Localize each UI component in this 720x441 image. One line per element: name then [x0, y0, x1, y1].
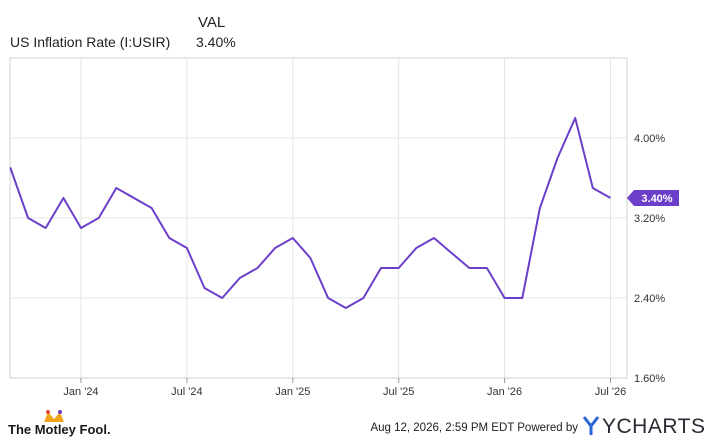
x-tick-label: Jan '25 — [275, 386, 310, 398]
legend-series-value: 3.40% — [196, 34, 236, 50]
y-tick-label: 1.60% — [634, 373, 665, 385]
x-axis: Jan '24 Jul '24 Jan '25 Jul '25 Jan '26 Jul '… — [63, 378, 626, 398]
y-tick-label: 3.20% — [634, 213, 665, 225]
chart-legend: VAL US Inflation Rate (I:USIR) 3.40% — [8, 12, 268, 52]
inflation-rate-line — [9, 117, 611, 309]
motley-fool-wordmark: The Motley Fool. — [8, 422, 111, 437]
timestamp-credit: Aug 12, 2026, 2:59 PM EDT Powered by — [370, 422, 578, 434]
x-tick-label: Jul '24 — [171, 386, 202, 398]
y-tick-label: 4.00% — [634, 133, 665, 145]
y-tick-label: 2.40% — [634, 293, 665, 305]
legend-series-name: US Inflation Rate (I:USIR) — [10, 34, 171, 50]
last-value-tag-text: 3.40% — [641, 193, 672, 205]
x-tick-label: Jul '25 — [383, 386, 414, 398]
ycharts-logo: YCHARTS — [582, 413, 714, 439]
legend-value-header: VAL — [198, 14, 226, 31]
chart-grid — [10, 58, 627, 378]
jester-hat-icon — [44, 410, 64, 422]
last-value-tag: 3.40% — [627, 190, 679, 206]
x-tick-label: Jan '26 — [487, 386, 522, 398]
motley-fool-logo: The Motley Fool. — [8, 410, 128, 440]
x-tick-label: Jul '26 — [595, 386, 626, 398]
last-value-tag-bg — [627, 190, 679, 206]
ycharts-wordmark: YCHARTS — [602, 415, 706, 438]
plot-area-border — [9, 57, 628, 379]
line-chart: Jan '24 Jul '24 Jan '25 Jul '25 Jan '26 Jul '… — [9, 57, 679, 398]
y-axis: 4.00% 3.20% 2.40% 1.60% — [634, 133, 665, 385]
chart-series — [9, 117, 611, 309]
chart-footer: The Motley Fool. Aug 12, 2026, 2:59 PM E… — [0, 410, 720, 441]
ycharts-y-icon — [582, 416, 600, 435]
x-tick-label: Jan '24 — [63, 386, 98, 398]
